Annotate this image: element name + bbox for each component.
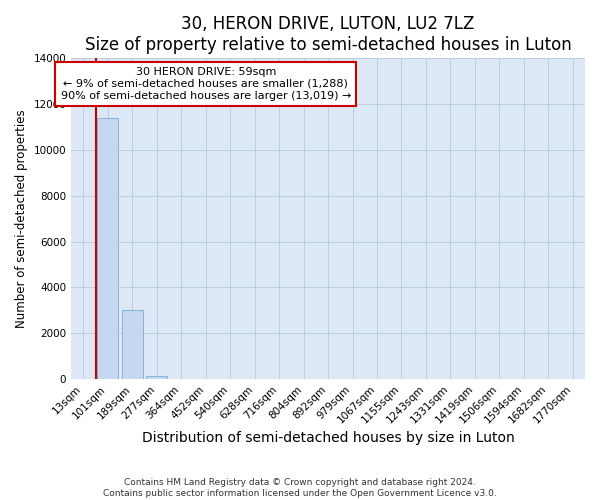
Title: 30, HERON DRIVE, LUTON, LU2 7LZ
Size of property relative to semi-detached house: 30, HERON DRIVE, LUTON, LU2 7LZ Size of … xyxy=(85,15,571,54)
Bar xyxy=(122,310,143,379)
X-axis label: Distribution of semi-detached houses by size in Luton: Distribution of semi-detached houses by … xyxy=(142,431,514,445)
Y-axis label: Number of semi-detached properties: Number of semi-detached properties xyxy=(15,110,28,328)
Text: Contains HM Land Registry data © Crown copyright and database right 2024.
Contai: Contains HM Land Registry data © Crown c… xyxy=(103,478,497,498)
Bar xyxy=(97,118,118,379)
Text: 30 HERON DRIVE: 59sqm
← 9% of semi-detached houses are smaller (1,288)
90% of se: 30 HERON DRIVE: 59sqm ← 9% of semi-detac… xyxy=(61,68,351,100)
Bar xyxy=(146,376,167,379)
